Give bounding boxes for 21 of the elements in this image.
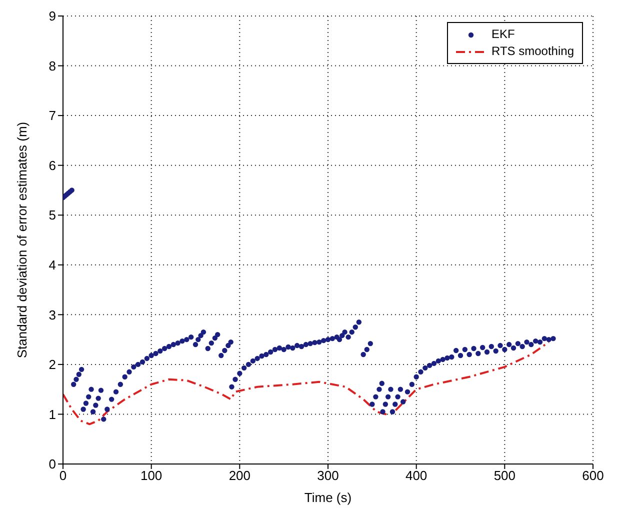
x-tick-label: 100 xyxy=(140,468,162,484)
y-tick-label: 6 xyxy=(48,158,56,173)
y-tick-label: 7 xyxy=(48,108,56,124)
x-tick-label: 200 xyxy=(228,468,251,484)
x-tick-label: 600 xyxy=(582,468,604,484)
y-axis-title: Standard deviation of error estimates (m) xyxy=(14,122,30,358)
y-tick-label: 2 xyxy=(48,357,56,372)
y-tick-label: 8 xyxy=(48,58,56,74)
y-tick-label: 4 xyxy=(48,258,56,273)
y-tick-label: 0 xyxy=(48,456,56,472)
x-tick-label: 300 xyxy=(317,468,339,484)
legend-label: EKF xyxy=(492,26,515,43)
y-tick-label: 1 xyxy=(48,406,56,422)
y-tick-label: 9 xyxy=(48,8,56,24)
x-tick-label: 400 xyxy=(405,468,428,484)
x-tick-label: 0 xyxy=(59,468,67,484)
y-tick-label: 5 xyxy=(48,208,56,223)
x-axis-title: Time (s) xyxy=(304,490,352,505)
x-tick-label: 500 xyxy=(494,468,516,484)
legend-label: RTS smoothing xyxy=(492,43,574,60)
y-tick-label: 3 xyxy=(48,307,56,322)
